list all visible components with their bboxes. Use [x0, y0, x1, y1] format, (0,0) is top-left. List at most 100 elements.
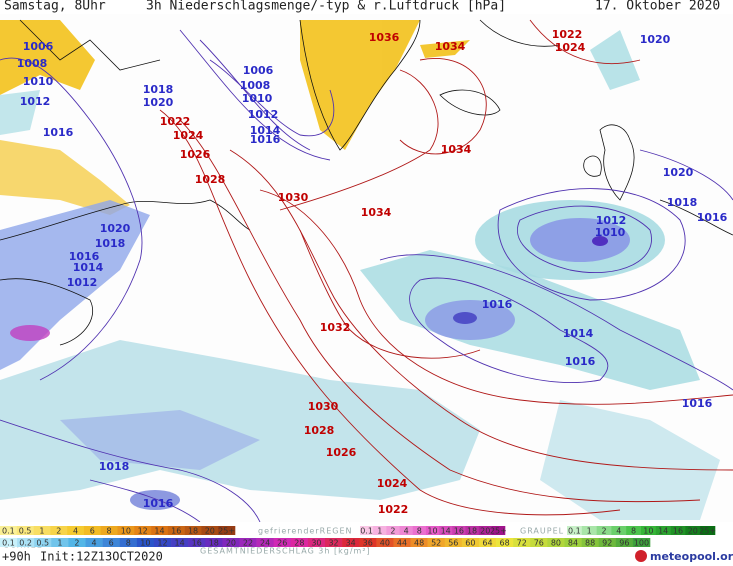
- legend-swatch: [360, 526, 374, 535]
- isobar-label: 1016: [69, 250, 100, 263]
- legend-step: 18: [209, 539, 219, 548]
- legend-swatch: [256, 538, 274, 547]
- legend: 0.10.51246810121416182025+SCHNEE0.112481…: [0, 526, 716, 556]
- isobar-label: 1016: [682, 397, 713, 410]
- legend-swatch: [85, 538, 103, 547]
- legend-step: 6: [90, 527, 95, 536]
- legend-swatch: [491, 526, 506, 535]
- legend-step: 20: [205, 527, 215, 536]
- forecast-hour: +90h: [2, 550, 31, 564]
- isobars-high: [159, 19, 733, 516]
- legend-swatch: [547, 538, 565, 547]
- legend-step: 12: [138, 527, 148, 536]
- legend-swatch: [598, 538, 617, 547]
- legend-step: 8: [417, 527, 422, 536]
- isobar-label: 1016: [565, 355, 596, 368]
- legend-swatch: [655, 526, 671, 535]
- legend-step: 4: [616, 527, 621, 536]
- legend-step: 52: [431, 539, 441, 548]
- legend-step: 4: [92, 539, 97, 548]
- isobar-label: 1016: [250, 133, 281, 146]
- legend-swatch: [478, 526, 493, 535]
- legend-swatch: [564, 538, 582, 547]
- isobar-label: 1018: [99, 460, 130, 473]
- legend-swatch: [119, 538, 138, 547]
- legend-swatch: [153, 538, 172, 547]
- legend-swatch: [67, 526, 85, 535]
- legend-step: 0.1: [360, 527, 373, 536]
- legend-swatch: [611, 526, 627, 535]
- isobar-label: 1008: [17, 57, 48, 70]
- legend-step: 92: [602, 539, 612, 548]
- coastlines: [0, 19, 733, 346]
- legend-swatch: [376, 538, 394, 547]
- legend-step: 0.1: [568, 527, 581, 536]
- legend-step: 20: [480, 527, 490, 536]
- legend-swatch: [581, 526, 597, 535]
- legend-swatch: [171, 538, 189, 547]
- legend-step: 2: [601, 527, 606, 536]
- isobar-label: 1012: [248, 108, 279, 121]
- legend-swatch: [626, 526, 642, 535]
- isobar-label: 1034: [441, 143, 472, 156]
- legend-step: 72: [517, 539, 527, 548]
- legend-step: 84: [568, 539, 578, 548]
- legend-swatch: [273, 538, 292, 547]
- legend-step: 68: [500, 539, 510, 548]
- legend-step: 25+: [490, 527, 507, 536]
- isobar-label: 1016: [43, 126, 74, 139]
- legend-step: 96: [619, 539, 629, 548]
- legend-swatch: [425, 526, 440, 535]
- isobar-label: 1024: [555, 41, 586, 54]
- legend-step: 1: [57, 539, 62, 548]
- isobar-label: 1020: [143, 96, 174, 109]
- isobar-label: 1016: [143, 497, 174, 510]
- legend-swatch: [222, 538, 240, 547]
- legend-step: 2: [390, 527, 395, 536]
- isobar-label: 1024: [377, 477, 408, 490]
- isobar-label: 1022: [160, 115, 191, 128]
- legend-step: 8: [631, 527, 636, 536]
- legend-step: 14: [658, 527, 668, 536]
- legend-step: 88: [585, 539, 595, 548]
- legend-step: 1: [587, 527, 592, 536]
- legend-step: 36: [363, 539, 373, 548]
- legend-swatch: [700, 526, 716, 535]
- legend-swatch: [410, 538, 428, 547]
- header-title: 3h Niederschlagsmenge/-typ & r.Luftdruck…: [146, 0, 506, 14]
- legend-swatch: [342, 538, 360, 547]
- legend-step: 8: [107, 527, 112, 536]
- legend-swatch: [530, 538, 548, 547]
- isobar-label: 1020: [100, 222, 131, 235]
- isobar-label: 1034: [361, 206, 392, 219]
- legend-swatch: [239, 538, 257, 547]
- isobar-label: 1018: [95, 237, 126, 250]
- legend-step: 20: [226, 539, 236, 548]
- legend-step: 18: [188, 527, 198, 536]
- legend-swatch: [51, 538, 69, 547]
- legend-step: 10: [121, 527, 131, 536]
- isobar-label: 1022: [378, 503, 409, 516]
- isobar-label: 1028: [195, 173, 226, 186]
- legend-swatch: [307, 538, 326, 547]
- isobar-label: 1024: [173, 129, 204, 142]
- legend-name: GESAMTNIEDERSCHLAG 3h [kg/m²]: [200, 547, 371, 556]
- legend-swatch: [68, 538, 86, 547]
- legend-step: 0.1: [2, 539, 15, 548]
- legend-step: 40: [380, 539, 390, 548]
- legend-step: 14: [441, 527, 451, 536]
- legend-swatch: [50, 526, 68, 535]
- legend-swatch: [581, 538, 599, 547]
- isobar-label: 1022: [552, 28, 583, 41]
- legend-step: 6: [109, 539, 114, 548]
- legend-swatch: [373, 526, 387, 535]
- legend-step: 8: [126, 539, 131, 548]
- isobar-label: 1010: [595, 226, 626, 239]
- isobar-label: 1006: [243, 64, 274, 77]
- isobar-label: 1006: [23, 40, 54, 53]
- isobars-low: [0, 29, 733, 523]
- legend-step: 0.1: [2, 527, 15, 536]
- legend-step: 2: [74, 539, 79, 548]
- isobar-label: 1008: [240, 79, 271, 92]
